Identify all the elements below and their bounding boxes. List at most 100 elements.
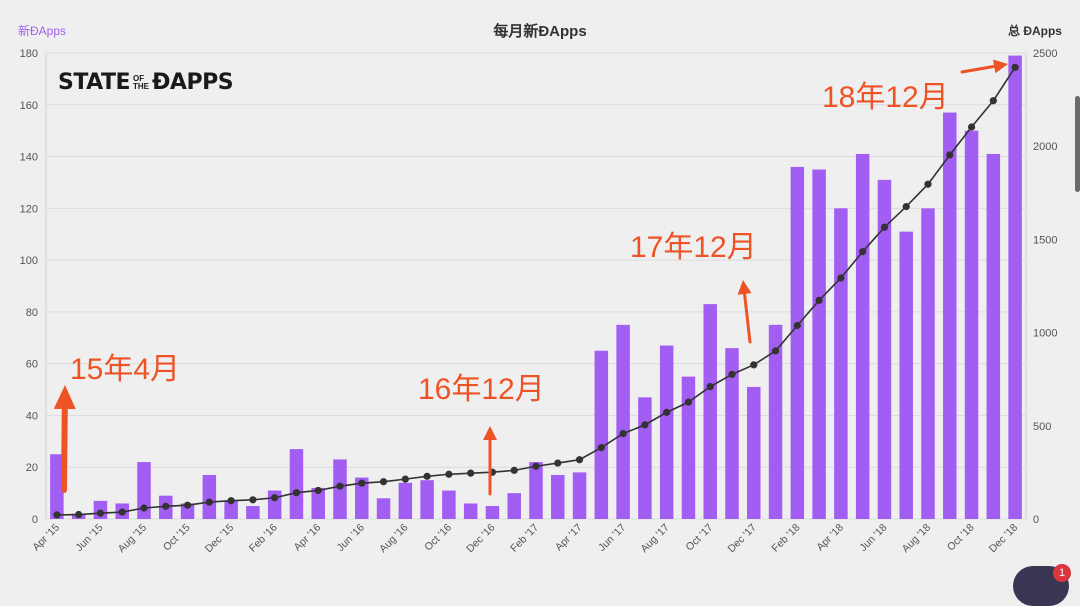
right-tick-label: 0 bbox=[1033, 514, 1039, 526]
x-tick-label: Aug '18 bbox=[900, 522, 934, 556]
line-point bbox=[96, 509, 105, 517]
line-point bbox=[118, 508, 126, 516]
line-point bbox=[706, 383, 714, 391]
bar bbox=[463, 503, 478, 519]
bar bbox=[964, 130, 979, 519]
bar bbox=[725, 348, 739, 519]
right-y-axis: 0 500 1000 1500 2000 2500 bbox=[1033, 48, 1057, 526]
annotation-arrow-shaft bbox=[61, 405, 68, 493]
bar bbox=[551, 474, 565, 519]
left-tick-label: 120 bbox=[20, 203, 38, 215]
x-tick-label: Apr '17 bbox=[553, 522, 585, 554]
bar bbox=[376, 498, 391, 519]
bar bbox=[681, 376, 696, 519]
left-tick-label: 180 bbox=[20, 48, 38, 60]
line-point bbox=[271, 494, 279, 502]
logo-word-dapps: ĐAPPS bbox=[152, 70, 234, 95]
left-tick-label: 0 bbox=[32, 514, 38, 526]
bar bbox=[790, 166, 805, 519]
x-tick-label: Apr '16 bbox=[292, 522, 324, 554]
bar bbox=[50, 454, 64, 519]
line-point bbox=[815, 296, 823, 304]
annotation-dec-16: 16年12月 bbox=[418, 373, 545, 406]
line-point bbox=[902, 202, 910, 211]
bar bbox=[442, 490, 456, 519]
bar bbox=[311, 487, 325, 519]
line-point bbox=[423, 472, 431, 480]
bar bbox=[137, 462, 151, 519]
chart-canvas: 0 20 40 60 80 100 120 140 160 180 0 500 1000 1500 200… bbox=[20, 48, 1058, 556]
bar bbox=[507, 493, 521, 519]
bar bbox=[594, 350, 609, 519]
annotation-arrow-head bbox=[483, 426, 497, 440]
bar bbox=[1008, 55, 1022, 519]
right-axis-legend: 总 ĐApps bbox=[1007, 24, 1062, 38]
line-point bbox=[140, 504, 148, 512]
annotation-apr-15: 15年4月 bbox=[70, 353, 181, 386]
line-point bbox=[75, 510, 83, 519]
chat-notification-badge: 1 bbox=[1053, 564, 1071, 582]
line-point bbox=[924, 180, 932, 188]
x-tick-label: Dec '16 bbox=[464, 522, 498, 556]
x-tick-label: Feb '18 bbox=[769, 522, 802, 555]
bar bbox=[202, 474, 217, 519]
line-point bbox=[205, 498, 213, 506]
x-tick-label: Apr '15 bbox=[30, 522, 62, 554]
x-axis: Apr '15 Jun '15 Aug '15 Oct '15 Dec '15 Feb '… bbox=[30, 522, 1020, 556]
line-point bbox=[837, 274, 845, 282]
annotation-arrow-shaft bbox=[743, 292, 752, 344]
x-tick-label: Oct '18 bbox=[945, 522, 977, 554]
bar bbox=[572, 472, 587, 519]
bar bbox=[703, 304, 717, 519]
annotation-arrow-shaft bbox=[960, 64, 996, 74]
x-tick-label: Jun '15 bbox=[73, 522, 105, 554]
total-line bbox=[56, 66, 1016, 516]
line-point bbox=[771, 347, 780, 355]
annotation-arrow-head bbox=[993, 59, 1008, 74]
x-tick-label: Aug '17 bbox=[638, 522, 672, 556]
x-tick-label: Apr '18 bbox=[814, 522, 846, 554]
line-point bbox=[467, 469, 475, 477]
bar bbox=[180, 503, 195, 519]
line-point bbox=[663, 408, 671, 416]
left-tick-label: 40 bbox=[26, 410, 38, 422]
x-tick-label: Feb '16 bbox=[247, 522, 280, 555]
x-tick-label: Oct '17 bbox=[684, 522, 716, 554]
line-point bbox=[532, 462, 540, 470]
bar bbox=[659, 345, 674, 519]
left-y-axis: 0 20 40 60 80 100 120 140 160 180 bbox=[20, 48, 38, 526]
x-tick-label: Aug '15 bbox=[116, 522, 150, 556]
logo-word-of: OF bbox=[133, 73, 145, 83]
line-series bbox=[53, 63, 1019, 519]
bar bbox=[943, 112, 957, 520]
line-point bbox=[358, 479, 366, 487]
line-point bbox=[989, 97, 997, 105]
line-point bbox=[859, 248, 867, 256]
line-point bbox=[162, 502, 170, 510]
line-point bbox=[684, 398, 693, 406]
line-point bbox=[619, 430, 627, 438]
line-point bbox=[946, 151, 954, 159]
bar bbox=[398, 482, 413, 519]
line-point bbox=[510, 466, 518, 474]
annotation-dec-17: 17年12月 bbox=[630, 231, 757, 264]
grid-lines bbox=[45, 52, 1027, 520]
bar bbox=[877, 179, 892, 519]
annotation-dec-18: 18年12月 bbox=[822, 81, 949, 114]
bar bbox=[747, 386, 761, 519]
logo-word-state: STATE bbox=[58, 70, 131, 95]
bar bbox=[355, 477, 369, 519]
line-point bbox=[249, 496, 257, 504]
line-point bbox=[597, 444, 605, 452]
page-scrollbar[interactable] bbox=[1075, 96, 1080, 192]
bar bbox=[834, 208, 848, 520]
bar bbox=[899, 231, 913, 519]
bar bbox=[485, 506, 500, 519]
line-point bbox=[314, 486, 322, 495]
x-tick-label: Feb '17 bbox=[508, 522, 541, 555]
line-point bbox=[1011, 63, 1019, 71]
x-tick-label: Dec '18 bbox=[987, 522, 1021, 556]
line-point bbox=[183, 501, 192, 509]
bar bbox=[638, 397, 652, 519]
bar bbox=[529, 462, 543, 519]
